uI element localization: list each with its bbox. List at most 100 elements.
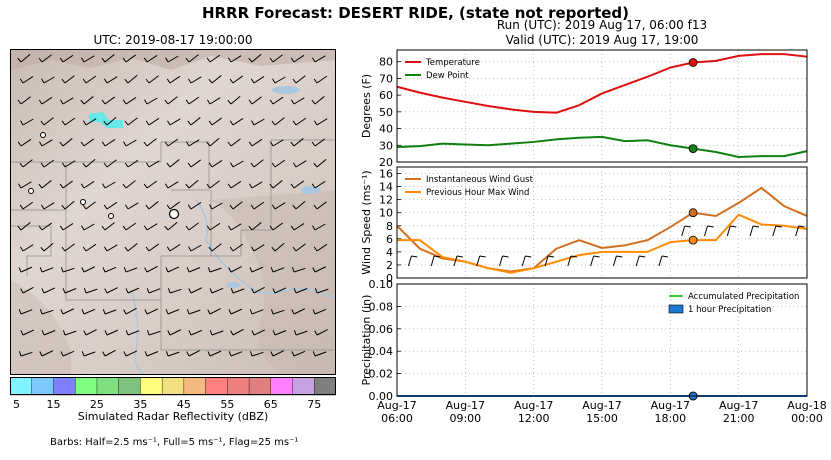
wind-barb [312, 223, 326, 231]
wind-barb [83, 288, 98, 294]
wind-barb [125, 330, 140, 336]
wind-barb [228, 266, 242, 273]
wind-barb [122, 54, 137, 63]
wind-barb [250, 244, 265, 252]
wind-barb [123, 139, 137, 147]
wind-barb [311, 55, 326, 63]
y-axis-label: Degrees (F) [360, 74, 373, 138]
colorbar-tick-label: 35 [133, 398, 147, 411]
wind-barb [164, 221, 178, 231]
colorbar-tick-label: 75 [307, 398, 321, 411]
wind-barb [313, 243, 328, 252]
wind-barb [80, 138, 95, 147]
wind-barb [104, 287, 118, 294]
plot-frame [396, 166, 808, 279]
wind-barb [313, 75, 328, 84]
wind-barb [567, 255, 577, 267]
wind-barb [271, 117, 285, 126]
wind-barb [143, 223, 158, 231]
wind-barb [102, 309, 117, 315]
x-tick-label: Aug-17 18:00 [651, 399, 690, 425]
wind-barb [249, 309, 264, 315]
lake [272, 86, 300, 94]
wind-barb [144, 351, 159, 357]
wind-barb [166, 201, 181, 210]
wind-barb [207, 350, 222, 357]
wind-barb [103, 76, 118, 84]
wind-barb [704, 225, 714, 237]
wind-barb [187, 76, 202, 84]
wind-barb [145, 160, 160, 168]
wind-barb [207, 308, 221, 315]
series-line-2 [396, 135, 808, 158]
location-marker [168, 208, 180, 220]
y-tick-label: 0.02 [369, 368, 394, 381]
legend-entry: Previous Hour Max Wind [426, 188, 529, 198]
y-tick-label: 30 [379, 139, 393, 152]
wind-barb [188, 329, 203, 336]
wind-barb [185, 179, 199, 189]
wind-barb [290, 223, 305, 231]
colorbar-tick-label: 65 [264, 398, 278, 411]
wind-barb [314, 288, 329, 294]
wind-barb [292, 75, 306, 84]
wind-barb [144, 265, 158, 273]
legend-entry: Instantaneous Wind Gust [426, 175, 534, 185]
wind-barb [269, 139, 284, 147]
wind-barb [249, 351, 264, 357]
wind-barb [311, 96, 325, 105]
lake [301, 186, 321, 194]
wind-barb [82, 118, 97, 126]
wind-barb [40, 242, 54, 252]
wind-barb [40, 202, 55, 210]
y-tick-label: 12 [379, 194, 393, 207]
wind-barb [103, 159, 117, 168]
wind-barb [145, 201, 159, 210]
wind-barb [20, 286, 34, 294]
wind-barb [313, 118, 328, 126]
wind-barb [81, 308, 96, 315]
valid-time-marker [688, 58, 698, 67]
wind-barb [123, 307, 137, 315]
wind-barb [292, 200, 306, 210]
wind-barb [227, 95, 241, 105]
wind-barb [206, 180, 220, 189]
wind-barb [185, 54, 199, 63]
wind-barb [186, 267, 201, 273]
wind-barb [206, 137, 220, 147]
wind-barb [62, 330, 77, 336]
station-markers [28, 132, 180, 220]
wind-barb [81, 266, 96, 273]
wind-barb [290, 138, 304, 147]
wind-barb [60, 308, 75, 315]
wind-barb [185, 139, 200, 147]
wind-barb [209, 202, 223, 210]
x-tick-label: Aug-17 15:00 [582, 399, 621, 425]
wind-barb [312, 351, 327, 357]
y-tick-label: 40 [379, 123, 393, 136]
x-tick-label: Aug-17 06:00 [377, 399, 416, 425]
wind-barb [82, 243, 97, 252]
wind-barb [187, 117, 201, 126]
colorbar-tick-label: 25 [90, 398, 104, 411]
wind-barb [230, 160, 244, 168]
valid-time-marker [688, 208, 698, 218]
wind-barb [749, 225, 760, 237]
wind-barb [59, 180, 74, 189]
y-tick-label: 0.00 [369, 390, 394, 403]
wind-barb [271, 159, 286, 168]
wind-barb [186, 350, 200, 357]
wind-barb [61, 160, 76, 168]
legend-entry: Accumulated Precipitation [688, 292, 799, 302]
wind-barb [521, 255, 532, 267]
wind-barb [311, 138, 326, 147]
wind-barb [271, 242, 285, 252]
wind-barb [313, 158, 327, 168]
y-tick-label: 2 [386, 259, 393, 272]
colorbar-label: Simulated Radar Reflectivity (dBZ) [77, 410, 269, 423]
wind-barb [290, 180, 305, 189]
wind-barb [39, 267, 54, 273]
wind-barb [59, 223, 74, 231]
wind-barb [17, 138, 32, 147]
